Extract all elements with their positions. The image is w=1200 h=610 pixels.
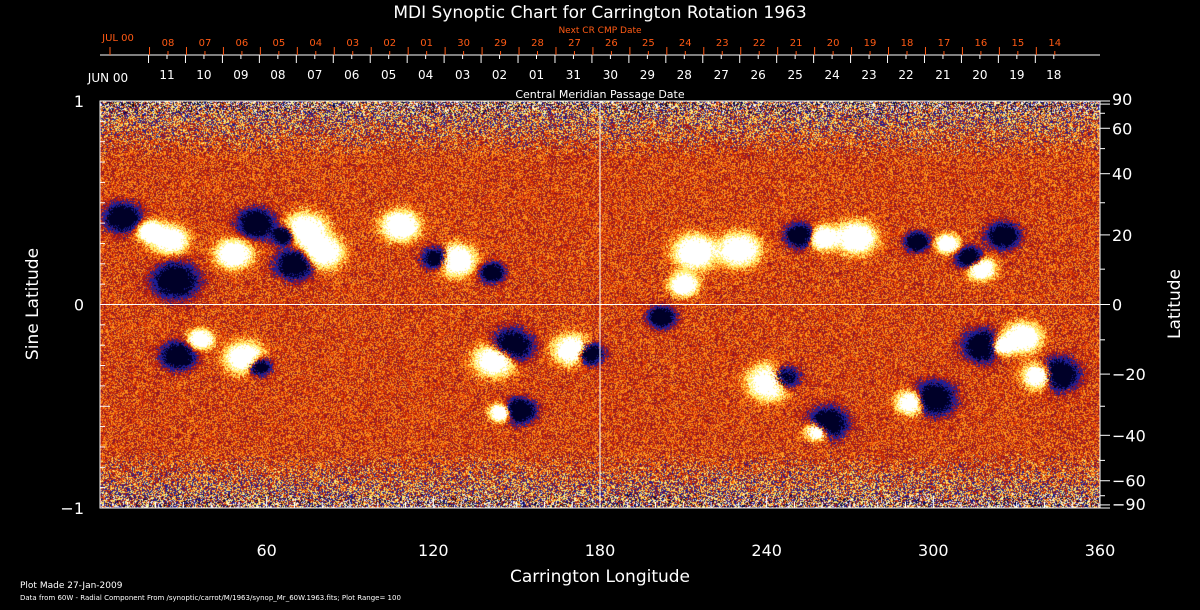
next-day-label: 04 [309, 38, 322, 49]
cmp-day-label: 07 [307, 68, 322, 82]
next-day-label: 01 [420, 38, 433, 49]
y-tick-label-right: 0 [1112, 296, 1122, 315]
next-day-label: 26 [605, 38, 618, 49]
next-day-label: 08 [162, 38, 175, 49]
next-day-label: 16 [975, 38, 988, 49]
next-day-label: 22 [753, 38, 766, 49]
cmp-day-label: 20 [972, 68, 987, 82]
cmp-day-label: 06 [344, 68, 359, 82]
y-tick-label-right: 90 [1112, 90, 1132, 109]
y-tick-label-right: −90 [1112, 495, 1146, 514]
next-day-label: 19 [864, 38, 877, 49]
next-day-label: 25 [642, 38, 655, 49]
x-tick-label: 360 [1085, 541, 1116, 560]
next-day-label: 15 [1011, 38, 1024, 49]
next-day-label: 03 [346, 38, 359, 49]
cmp-day-label: 03 [455, 68, 470, 82]
cmp-day-label: 21 [935, 68, 950, 82]
y-tick-label-right: −20 [1112, 365, 1146, 384]
cmp-day-label: 04 [418, 68, 433, 82]
cmp-day-label: 01 [529, 68, 544, 82]
next-day-label: 30 [457, 38, 470, 49]
cmp-day-label: 19 [1009, 68, 1024, 82]
cmp-month-label: JUN 00 [87, 71, 128, 85]
next-day-label: 23 [716, 38, 729, 49]
next-day-label: 21 [790, 38, 803, 49]
cmp-day-label: 10 [196, 68, 211, 82]
cmp-axis-title: Central Meridian Passage Date [515, 88, 684, 101]
y-tick-label-right: −60 [1112, 472, 1146, 491]
y-tick-label-right: 20 [1112, 226, 1132, 245]
cmp-day-label: 23 [861, 68, 876, 82]
x-tick-label: 60 [256, 541, 276, 560]
cmp-day-label: 29 [640, 68, 655, 82]
cmp-day-label: 08 [270, 68, 285, 82]
plot-made-note: Plot Made 27-Jan-2009 [20, 581, 123, 591]
cmp-day-label: 11 [159, 68, 174, 82]
cmp-day-label: 26 [751, 68, 766, 82]
next-day-label: 28 [531, 38, 544, 49]
cmp-day-label: 02 [492, 68, 507, 82]
chart-title: MDI Synoptic Chart for Carrington Rotati… [393, 3, 806, 23]
cmp-day-label: 30 [603, 68, 618, 82]
cmp-day-label: 22 [898, 68, 913, 82]
y-tick-label-right: −40 [1112, 426, 1146, 445]
cmp-day-label: 18 [1046, 68, 1061, 82]
x-tick-label: 300 [918, 541, 949, 560]
next-day-label: 14 [1048, 38, 1061, 49]
cmp-day-label: 25 [788, 68, 803, 82]
y-tick-label-right: 40 [1112, 165, 1132, 184]
next-day-label: 18 [901, 38, 914, 49]
cmp-day-label: 24 [824, 68, 839, 82]
next-day-label: 06 [236, 38, 249, 49]
cmp-day-label: 31 [566, 68, 581, 82]
next-day-label: 24 [679, 38, 692, 49]
next-day-label: 07 [199, 38, 212, 49]
cmp-day-label: 28 [677, 68, 692, 82]
x-tick-label: 240 [751, 541, 782, 560]
x-tick-label: 120 [418, 541, 449, 560]
next-day-label: 05 [272, 38, 285, 49]
y-axis-label-right: Latitude [1165, 269, 1185, 339]
y-tick-label-left: 0 [74, 296, 84, 315]
next-cmp-axis-title: Next CR CMP Date [558, 26, 642, 36]
y-tick-label-left: 1 [74, 92, 84, 111]
next-day-label: 27 [568, 38, 581, 49]
next-day-label: 17 [938, 38, 951, 49]
cmp-day-label: 27 [714, 68, 729, 82]
y-tick-label-left: −1 [60, 499, 84, 518]
cmp-day-label: 05 [381, 68, 396, 82]
y-axis-label-left: Sine Latitude [23, 248, 43, 360]
y-tick-label-right: 60 [1112, 119, 1132, 138]
next-day-label: 20 [827, 38, 840, 49]
x-tick-label: 180 [585, 541, 616, 560]
next-month-label: JUL 00 [101, 33, 134, 44]
data-source-note: Data from 60W - Radial Component From /s… [20, 594, 401, 602]
next-day-label: 02 [383, 38, 396, 49]
cmp-day-label: 09 [233, 68, 248, 82]
next-day-label: 29 [494, 38, 507, 49]
x-axis-label: Carrington Longitude [510, 567, 690, 587]
